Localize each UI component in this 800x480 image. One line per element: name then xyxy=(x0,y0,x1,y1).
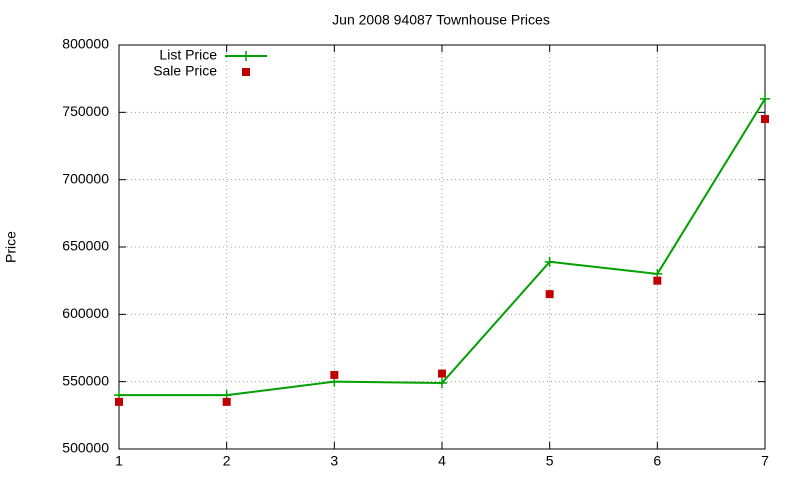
data-point xyxy=(760,93,770,104)
x-tick-label: 7 xyxy=(761,453,769,469)
data-point xyxy=(545,290,554,299)
x-tick-label: 1 xyxy=(115,453,123,469)
data-point xyxy=(330,370,339,379)
data-point xyxy=(761,115,769,124)
x-tick-label: 2 xyxy=(223,453,231,469)
legend-label: Sale Price xyxy=(153,63,217,79)
data-point xyxy=(115,397,123,406)
y-tick-label: 650000 xyxy=(62,238,109,254)
y-tick-label: 600000 xyxy=(62,305,109,321)
data-point xyxy=(653,276,662,285)
x-tick-label: 4 xyxy=(438,453,446,469)
y-tick-label: 550000 xyxy=(62,372,109,388)
data-point xyxy=(544,256,555,267)
x-tick-label: 6 xyxy=(653,453,661,469)
legend-label: List Price xyxy=(159,47,217,63)
y-tick-label: 700000 xyxy=(62,170,109,186)
y-tick-label: 800000 xyxy=(62,36,109,52)
x-tick-label: 5 xyxy=(546,453,554,469)
legend-swatch xyxy=(242,68,250,76)
y-tick-label: 500000 xyxy=(62,440,109,456)
data-point xyxy=(222,397,231,406)
plot-border xyxy=(118,44,766,450)
x-tick-label: 3 xyxy=(330,453,338,469)
data-point xyxy=(437,378,447,389)
legend-swatch xyxy=(241,51,251,61)
chart-title: Jun 2008 94087 Townhouse Prices xyxy=(332,12,550,28)
data-point xyxy=(438,369,446,378)
y-tick-label: 750000 xyxy=(62,103,109,119)
y-axis-label: Price xyxy=(3,231,19,263)
